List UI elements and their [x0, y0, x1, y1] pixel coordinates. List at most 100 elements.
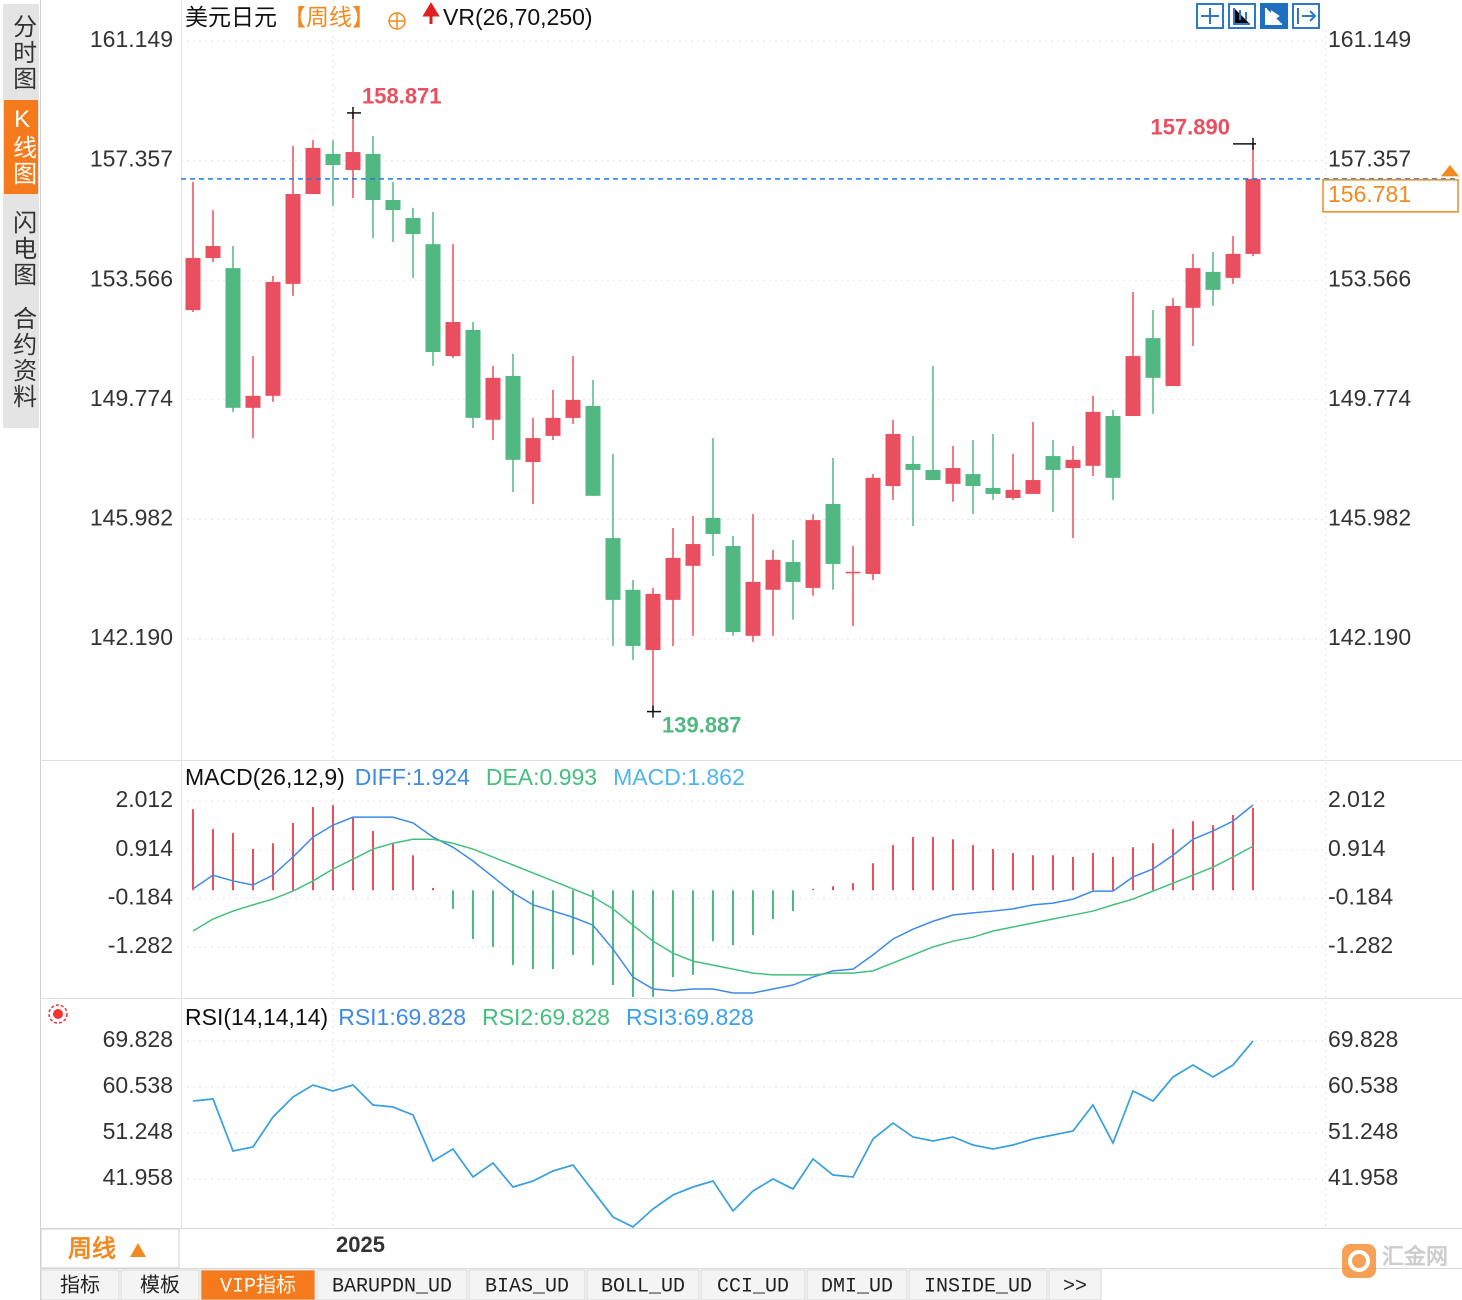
y-tick-label: 145.982 — [90, 504, 173, 530]
indicator-tab[interactable] — [700, 1269, 806, 1300]
y-tick-label: 149.774 — [90, 385, 173, 411]
candle-body — [1245, 178, 1261, 254]
period-button[interactable] — [40, 1228, 180, 1269]
y-tick-label-right: 41.958 — [1328, 1164, 1398, 1190]
y-tick-label-right: 142.190 — [1328, 624, 1411, 650]
nav-tab-label: 分时图 — [9, 14, 36, 92]
y-tick-label-right: 153.566 — [1328, 265, 1411, 291]
y-tick-label: 161.149 — [90, 26, 173, 52]
x-tick-label: 2025 — [336, 1232, 385, 1257]
nav-tab[interactable] — [4, 100, 38, 194]
candle-body — [745, 581, 761, 636]
tool-glyph — [1265, 8, 1282, 25]
candle-body — [265, 281, 281, 396]
rsi-icon — [48, 1004, 68, 1024]
y-tick-label-right: 69.828 — [1328, 1026, 1398, 1052]
y-tick-label-right: 51.248 — [1328, 1118, 1398, 1144]
period-button-label: 周线 — [68, 1235, 116, 1262]
nav-tab[interactable] — [4, 8, 38, 96]
legend-entry: RSI3:69.828 — [626, 1004, 754, 1030]
rsi-line — [192, 1040, 1254, 1228]
indicator-tab-label: BIAS_UD — [485, 1275, 569, 1298]
y-tick-label: 60.538 — [103, 1072, 173, 1098]
nav-tab-label: K线图 — [9, 106, 36, 187]
indicator-tab-label: 指标 — [60, 1273, 100, 1298]
candle-body — [945, 468, 961, 484]
indicator-tab[interactable] — [908, 1269, 1048, 1300]
indicator-tab[interactable] — [40, 1269, 120, 1300]
candle-body — [1105, 416, 1121, 478]
candle-body — [385, 199, 401, 211]
indicator-tab[interactable] — [120, 1269, 200, 1300]
rsi-icon-ring[interactable] — [48, 1004, 68, 1024]
candle-body — [905, 463, 921, 470]
legend-entry: MACD:1.862 — [613, 764, 745, 790]
candle-body — [225, 268, 241, 408]
macd-line — [192, 804, 1254, 994]
candle-body — [1125, 356, 1141, 417]
candle-body — [405, 217, 421, 235]
y-tick-label: 51.248 — [103, 1118, 173, 1144]
legend-entry: DIFF:1.924 — [355, 764, 470, 790]
candle-body — [1005, 489, 1021, 499]
candle-body — [645, 593, 661, 651]
legend-entry: RSI2:69.828 — [482, 1004, 610, 1030]
indicator-tab[interactable] — [200, 1269, 316, 1300]
y-tick-label: 157.357 — [90, 146, 173, 172]
candle-body — [345, 152, 361, 171]
candle-body — [1145, 338, 1161, 378]
candle-body — [1025, 480, 1041, 494]
indicator-tab-label: CCI_UD — [717, 1275, 789, 1298]
candle-body — [965, 474, 981, 487]
watermark-text: 汇金网 — [1382, 1244, 1448, 1269]
candle-body — [525, 438, 541, 463]
chart-title: RSI(14,14,14) — [185, 1004, 328, 1030]
indicator-tab-label: BARUPDN_UD — [332, 1275, 452, 1298]
legend-entry: RSI1:69.828 — [338, 1004, 466, 1030]
y-tick-label-right: 157.357 — [1328, 146, 1411, 172]
indicator-tab-label: DMI_UD — [821, 1275, 893, 1298]
y-tick-label-right: 60.538 — [1328, 1072, 1398, 1098]
indicator-tab[interactable] — [316, 1269, 468, 1300]
period-button-arrow — [130, 1243, 146, 1257]
last-price-box — [1322, 179, 1459, 213]
candle-body — [985, 487, 1001, 494]
indicator-tab-label: INSIDE_UD — [924, 1275, 1032, 1298]
candle-body — [625, 589, 641, 646]
candle-body — [245, 395, 261, 408]
indicator-tab[interactable] — [1048, 1269, 1102, 1300]
indicator-tab[interactable] — [806, 1269, 908, 1300]
last-price-label: 156.781 — [1328, 181, 1411, 207]
macd-line — [192, 838, 1254, 976]
candle-body — [825, 504, 841, 564]
candle-body — [365, 153, 381, 200]
candle-body — [545, 417, 561, 436]
candle-body — [845, 571, 861, 574]
chart-title: 美元日元 — [185, 4, 277, 30]
candle-body — [705, 517, 721, 534]
candle-body — [465, 329, 481, 418]
candle-body — [185, 258, 201, 311]
indicator-tab[interactable] — [468, 1269, 586, 1300]
indicator-tab-label: >> — [1063, 1275, 1087, 1298]
candle-body — [765, 559, 781, 590]
candle-body — [785, 562, 801, 582]
nav-tab[interactable] — [4, 204, 38, 292]
toolbar-icons — [1196, 3, 1320, 29]
indicator-arrow — [422, 2, 440, 24]
candle-body — [805, 520, 821, 588]
indicator-tab-label: 模板 — [140, 1273, 180, 1298]
rsi-icon-dot — [53, 1009, 63, 1019]
extreme-label: 158.871 — [362, 84, 442, 109]
candle-body — [565, 399, 581, 418]
y-tick-label-right: 145.982 — [1328, 504, 1411, 530]
extreme-label: 139.887 — [662, 712, 742, 737]
indicator-tab[interactable] — [586, 1269, 700, 1300]
nav-tab-label: 合约资料 — [9, 306, 37, 410]
nav-tab[interactable] — [4, 300, 38, 426]
y-tick-label-right: 0.914 — [1328, 835, 1386, 861]
nav-tab-label: 闪电图 — [9, 210, 36, 288]
candle-body — [285, 193, 301, 284]
legend-entry: DEA:0.993 — [486, 764, 597, 790]
